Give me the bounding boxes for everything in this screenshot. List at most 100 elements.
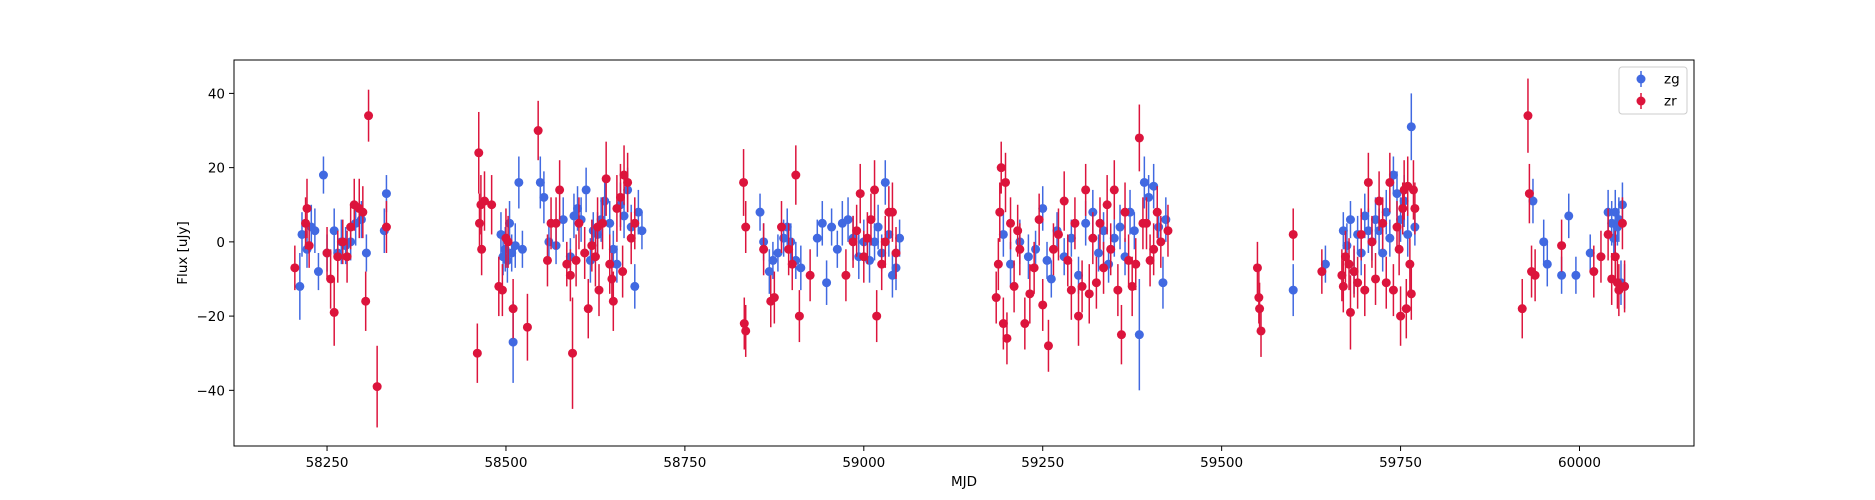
y-tick-label: 40 [208, 86, 225, 102]
point-zg [535, 177, 545, 187]
point-zg [1129, 226, 1139, 236]
point-zr [618, 267, 628, 277]
point-zr [1001, 177, 1011, 187]
point-zr [1288, 229, 1298, 239]
point-zr [358, 207, 368, 217]
point-zg [1363, 226, 1373, 236]
point-zr [1081, 185, 1091, 195]
point-zr [562, 259, 572, 269]
point-zr [862, 233, 872, 243]
point-zg [297, 229, 307, 239]
point-zr [1603, 229, 1613, 239]
point-zr [1252, 263, 1262, 273]
point-zr [1131, 259, 1141, 269]
point-zr [1142, 218, 1151, 228]
legend-entry-zr: zr [1636, 93, 1677, 110]
point-zr [565, 270, 575, 280]
point-zg [755, 207, 765, 217]
legend-marker-zg [1636, 74, 1646, 84]
point-zg [600, 196, 610, 206]
y-axis-label: Flux [uJy] [175, 221, 191, 284]
point-zr [1106, 244, 1116, 254]
point-zr [329, 307, 339, 317]
point-zr [623, 177, 633, 187]
point-zr [361, 296, 371, 306]
series-layer [290, 78, 1630, 428]
point-zr [333, 252, 343, 262]
point-zr [852, 226, 862, 236]
point-zr [1255, 304, 1265, 314]
point-zg [558, 215, 568, 225]
point-zr [777, 222, 786, 232]
point-zg [569, 211, 579, 221]
point-zg [1099, 226, 1109, 236]
point-zr [601, 174, 611, 184]
point-zr [338, 237, 348, 247]
point-zr [1363, 177, 1373, 187]
point-zr [1127, 281, 1137, 291]
point-zr [1109, 185, 1119, 195]
point-zr [608, 296, 618, 306]
point-zr [479, 196, 489, 206]
point-zr [630, 218, 640, 228]
point-zg [822, 278, 832, 288]
point-zr [301, 218, 311, 228]
point-zr [1381, 278, 1391, 288]
point-zg [505, 218, 515, 228]
point-zr [1353, 278, 1363, 288]
point-zr [1401, 304, 1411, 314]
point-zr [1034, 215, 1044, 225]
point-zr [1349, 267, 1359, 277]
point-zr [580, 248, 590, 258]
point-zr [1099, 263, 1109, 273]
point-zg [1371, 215, 1381, 225]
point-zr [477, 244, 487, 254]
point-zr [1088, 233, 1098, 243]
point-zr [1124, 255, 1134, 265]
point-zr [1102, 200, 1112, 210]
point-zg [832, 244, 842, 254]
point-zg [1158, 278, 1168, 288]
point-zr [1620, 281, 1630, 291]
point-zg [1094, 248, 1104, 258]
point-zr [1378, 218, 1388, 228]
point-zr [1617, 218, 1627, 228]
point-zr [326, 274, 336, 284]
point-zg [1074, 270, 1084, 280]
point-zr [615, 192, 625, 202]
point-zg [812, 233, 822, 243]
point-zr [607, 274, 617, 284]
point-zr [1149, 244, 1159, 254]
point-zr [741, 222, 751, 232]
point-zr [487, 200, 497, 210]
point-zr [1612, 278, 1622, 288]
point-zg [764, 267, 774, 277]
point-zr [302, 203, 312, 213]
point-zr [1517, 304, 1527, 314]
point-zg [1081, 218, 1091, 228]
y-tick-label: −40 [197, 383, 226, 399]
point-zr [522, 322, 532, 332]
point-zg [619, 211, 629, 221]
point-zr [855, 189, 865, 199]
point-zg [310, 226, 320, 236]
point-zg [873, 222, 883, 232]
point-zr [598, 218, 608, 228]
point-zr [1344, 259, 1354, 269]
legend: zg zr [1618, 66, 1688, 115]
point-zg [773, 248, 783, 258]
point-zr [739, 319, 749, 329]
legend-label-zr: zr [1664, 94, 1677, 110]
point-zr [364, 111, 374, 121]
legend-box [1618, 66, 1688, 115]
point-zr [605, 259, 615, 269]
point-zg [295, 281, 305, 291]
point-zg [381, 189, 391, 199]
point-zg [637, 226, 647, 236]
point-zr [759, 244, 769, 254]
point-zr [1145, 255, 1155, 265]
point-zg [633, 207, 643, 217]
point-zr [1557, 241, 1567, 251]
point-zr [870, 185, 880, 195]
point-zr [1048, 244, 1058, 254]
